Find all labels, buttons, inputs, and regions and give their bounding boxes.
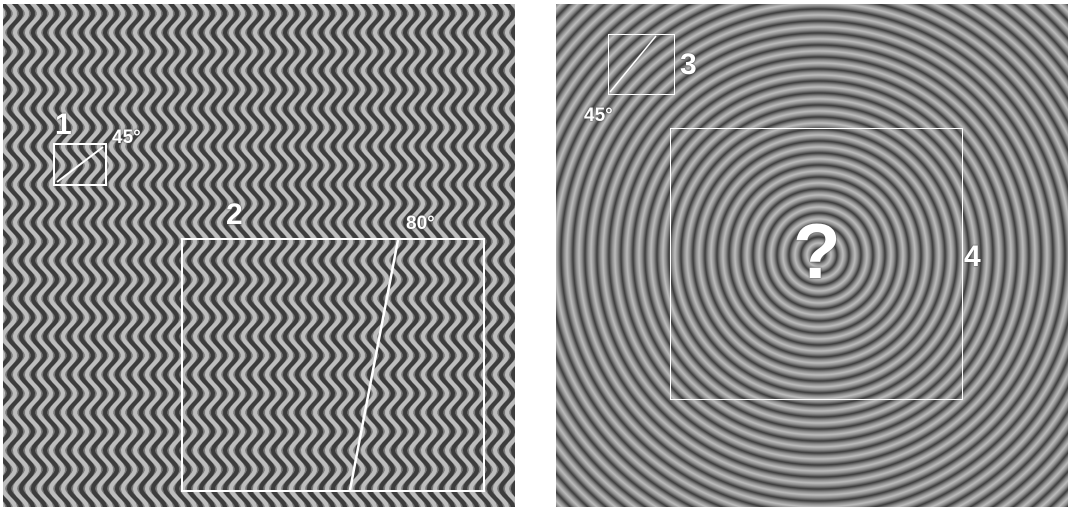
wavy-stripe xyxy=(282,4,300,507)
box-3-angle: 45° xyxy=(584,105,613,126)
wavy-stripe xyxy=(270,4,288,507)
box-2-outline xyxy=(181,238,485,492)
wavy-stripe xyxy=(180,4,198,507)
wavy-stripe xyxy=(258,4,276,507)
wavy-stripe xyxy=(426,4,444,507)
wavy-stripe xyxy=(306,4,324,507)
wavy-stripe xyxy=(432,4,450,507)
wavy-stripes-texture xyxy=(3,4,515,507)
wavy-stripe xyxy=(312,4,330,507)
wavy-stripe xyxy=(72,4,90,507)
box-1-label: 1 xyxy=(55,108,72,141)
wavy-stripe xyxy=(3,4,18,507)
wavy-stripe xyxy=(114,4,132,507)
wavy-stripe xyxy=(492,4,510,507)
wavy-stripe xyxy=(246,4,264,507)
wavy-stripe xyxy=(264,4,282,507)
wavy-stripe xyxy=(96,4,114,507)
wavy-stripe xyxy=(132,4,150,507)
wavy-stripe xyxy=(126,4,144,507)
wavy-stripe xyxy=(42,4,60,507)
wavy-stripes-panel: 1 45° 2 80° xyxy=(3,4,515,507)
wavy-stripe xyxy=(192,4,210,507)
wavy-stripe xyxy=(48,4,66,507)
wavy-stripe xyxy=(276,4,294,507)
wavy-stripe xyxy=(3,4,12,507)
wavy-stripe xyxy=(318,4,336,507)
wavy-stripe xyxy=(174,4,192,507)
wavy-stripe xyxy=(438,4,456,507)
wavy-stripe xyxy=(36,4,54,507)
wavy-stripe xyxy=(108,4,126,507)
wavy-stripe xyxy=(24,4,42,507)
wavy-stripe xyxy=(12,4,30,507)
box-2-angle: 80° xyxy=(406,213,435,234)
box-1-angle: 45° xyxy=(112,127,141,148)
wavy-stripe xyxy=(66,4,84,507)
wavy-stripe xyxy=(54,4,72,507)
wavy-stripe xyxy=(90,4,108,507)
wavy-stripe xyxy=(156,4,174,507)
box-4-outline xyxy=(670,128,963,400)
wavy-stripe xyxy=(414,4,432,507)
wavy-stripe xyxy=(150,4,168,507)
wavy-stripe xyxy=(228,4,246,507)
wavy-stripe xyxy=(474,4,492,507)
box-3-label: 3 xyxy=(680,48,697,81)
wavy-stripe xyxy=(420,4,438,507)
wavy-stripe xyxy=(324,4,342,507)
wavy-stripe xyxy=(498,4,515,507)
wavy-stripe xyxy=(138,4,156,507)
wavy-stripe xyxy=(30,4,48,507)
wavy-stripe xyxy=(504,4,515,504)
wavy-stripe xyxy=(18,4,36,507)
box-2-label: 2 xyxy=(226,198,243,231)
wavy-stripe xyxy=(288,4,306,507)
wavy-stripe xyxy=(462,4,480,507)
wavy-stripe xyxy=(300,4,318,507)
question-mark-icon: ? xyxy=(793,207,841,295)
wavy-stripe xyxy=(456,4,474,507)
wavy-stripe xyxy=(402,4,420,507)
wavy-stripe xyxy=(210,4,228,507)
wavy-stripe xyxy=(162,4,180,507)
wavy-stripe xyxy=(444,4,462,507)
wavy-stripe xyxy=(84,4,102,507)
wavy-stripe xyxy=(204,4,222,507)
wavy-stripe xyxy=(450,4,468,507)
wavy-stripe xyxy=(198,4,216,507)
wavy-stripe xyxy=(6,4,24,507)
wavy-stripe xyxy=(78,4,96,507)
concentric-rings-panel: 3 45° 4 ? xyxy=(556,4,1068,507)
box-1-outline xyxy=(53,143,107,186)
wavy-stripe xyxy=(102,4,120,507)
wavy-stripe xyxy=(240,4,258,507)
wavy-stripe xyxy=(234,4,252,507)
wavy-stripe xyxy=(120,4,138,507)
box-3-outline xyxy=(608,34,675,95)
wavy-stripe xyxy=(252,4,270,507)
box-4-label: 4 xyxy=(964,240,981,273)
wavy-stripe xyxy=(216,4,234,507)
wavy-stripe xyxy=(168,4,186,507)
wavy-stripe xyxy=(186,4,204,507)
wavy-stripe xyxy=(408,4,426,507)
wavy-stripe xyxy=(396,4,414,507)
wavy-stripe xyxy=(486,4,504,507)
wavy-stripe xyxy=(336,4,354,507)
wavy-stripe xyxy=(468,4,486,507)
wavy-stripe xyxy=(60,4,78,507)
wavy-stripe xyxy=(330,4,348,507)
wavy-stripe xyxy=(222,4,240,507)
wavy-stripe xyxy=(144,4,162,507)
wavy-stripe xyxy=(294,4,312,507)
wavy-stripe xyxy=(480,4,498,507)
